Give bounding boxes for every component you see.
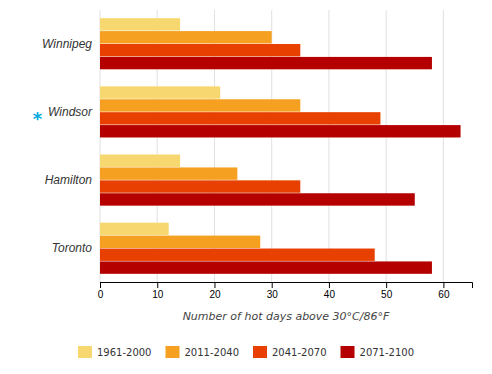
annotation: *	[33, 108, 43, 129]
bar	[100, 18, 180, 30]
tick: Winnipeg	[42, 37, 100, 51]
bar	[100, 167, 237, 179]
category-label: Winnipeg	[42, 37, 92, 51]
category-label: Windsor	[48, 105, 93, 119]
legend-item: 1961-2000	[78, 346, 152, 358]
bar	[100, 223, 169, 235]
bar	[100, 44, 300, 56]
tick: 50	[381, 282, 393, 300]
tick: 30	[267, 282, 279, 300]
tick-label: 20	[209, 289, 221, 300]
tick: 20	[209, 282, 221, 300]
tick-label: 0	[98, 289, 104, 300]
tick-mark	[100, 282, 101, 288]
legend-item: 2041-2070	[253, 346, 327, 358]
tick: 40	[324, 282, 336, 300]
tick: 10	[152, 282, 164, 300]
tick-label: 40	[324, 289, 336, 300]
tick-label: 60	[438, 289, 450, 300]
legend-item: 2011-2040	[165, 346, 239, 358]
legend-item: 2071-2100	[341, 346, 415, 358]
bars	[100, 18, 461, 274]
bar	[100, 86, 220, 98]
legend-label: 1961-2000	[97, 347, 152, 358]
bar	[100, 125, 461, 137]
bar	[100, 180, 300, 192]
axis-line	[101, 283, 473, 289]
tick-mark	[214, 282, 215, 288]
bar	[100, 236, 260, 248]
tick: 60	[438, 282, 450, 300]
grid-line	[443, 10, 444, 282]
category-label: Hamilton	[45, 173, 93, 187]
legend-label: 2011-2040	[184, 347, 239, 358]
tick-label: 10	[152, 289, 164, 300]
category-label: Toronto	[52, 241, 93, 255]
legend-swatch	[78, 346, 92, 358]
legend-swatch	[253, 346, 267, 358]
tick-mark	[443, 282, 444, 288]
tick: Hamilton	[45, 173, 100, 187]
plot: 0 10 20 30 40 50 60 Winnipeg Windsor Hamilton Toro…	[33, 10, 473, 300]
grid	[100, 10, 443, 282]
legend-swatch	[341, 346, 355, 358]
tick-label: 30	[267, 289, 279, 300]
grid-line	[386, 10, 387, 282]
legend-label: 2041-2070	[272, 347, 327, 358]
tick: Toronto	[52, 241, 100, 255]
bar	[100, 155, 180, 167]
tick: 0	[98, 282, 104, 300]
tick-mark	[386, 282, 387, 288]
bar	[100, 31, 272, 43]
tick-mark	[157, 282, 158, 288]
legend-label: 2071-2100	[360, 347, 415, 358]
grid-line	[328, 10, 329, 282]
bar	[100, 193, 415, 205]
bar	[100, 249, 375, 261]
x-axis-title: Number of hot days above 30°C/86°F	[183, 310, 390, 323]
bar	[100, 261, 432, 273]
tick-mark	[272, 282, 273, 288]
bar	[100, 112, 380, 124]
x-axis: 0 10 20 30 40 50 60	[98, 282, 473, 300]
chart: 0 10 20 30 40 50 60 Winnipeg Windsor Hamilton Toro…	[0, 0, 492, 374]
legend: 1961-2000 2011-2040 2041-2070 2071-2100	[78, 346, 414, 358]
bar	[100, 99, 300, 111]
tick-label: 50	[381, 289, 393, 300]
bar	[100, 57, 432, 69]
tick: Windsor	[48, 105, 100, 119]
y-axis: Winnipeg Windsor Hamilton Toronto	[42, 37, 100, 256]
tick-mark	[329, 282, 330, 288]
legend-swatch	[165, 346, 179, 358]
